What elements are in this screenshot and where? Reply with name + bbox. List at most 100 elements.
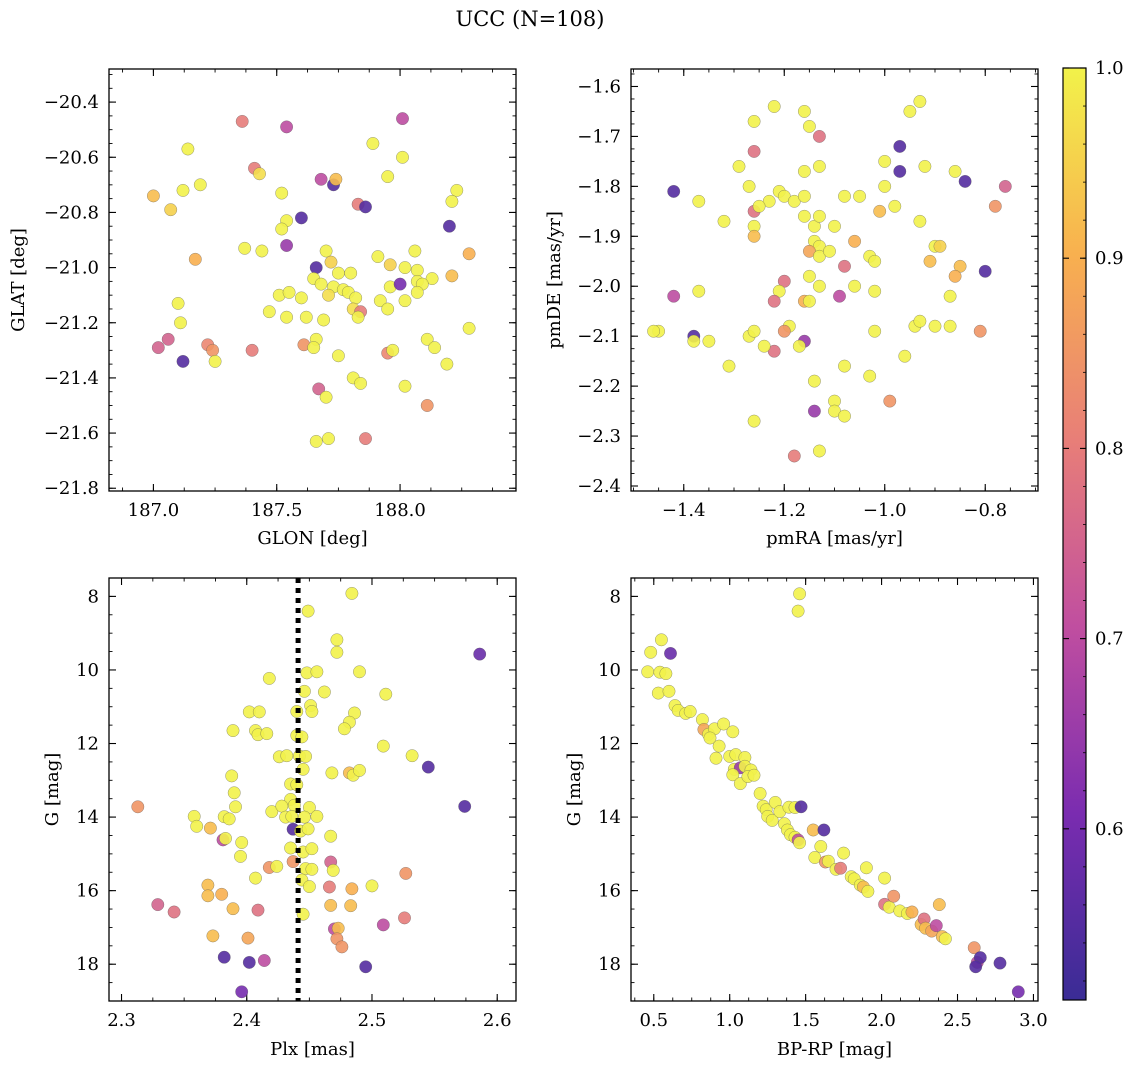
colorbar-tick-label: 0.7 bbox=[1095, 629, 1124, 650]
colorbar-gradient bbox=[1062, 67, 1087, 1001]
data-point bbox=[667, 289, 681, 303]
data-point bbox=[732, 159, 746, 173]
x-tick-label: 187.5 bbox=[251, 500, 303, 521]
data-point bbox=[747, 768, 761, 782]
data-point bbox=[797, 164, 811, 178]
data-point bbox=[938, 932, 952, 946]
y-tick-label: −2.1 bbox=[577, 326, 621, 347]
data-point bbox=[331, 266, 345, 280]
colorbar: 1.0 0.9 0.8 0.7 0.6 bbox=[1062, 58, 1124, 1001]
data-point bbox=[747, 324, 761, 338]
data-point bbox=[765, 813, 779, 827]
data-point bbox=[753, 787, 767, 800]
data-point bbox=[131, 800, 145, 814]
colorbar-tick-label: 0.8 bbox=[1095, 438, 1124, 459]
data-point bbox=[301, 604, 315, 618]
data-point bbox=[903, 104, 917, 118]
data-point bbox=[366, 137, 380, 150]
data-point bbox=[943, 289, 957, 303]
data-point bbox=[933, 239, 947, 253]
data-point bbox=[353, 665, 366, 679]
axis-ticks bbox=[631, 69, 1038, 491]
data-point bbox=[445, 269, 459, 283]
axes-frame bbox=[108, 68, 517, 492]
data-point bbox=[161, 332, 175, 346]
data-point bbox=[659, 667, 673, 681]
data-point bbox=[335, 940, 349, 954]
y-tick-label: 14 bbox=[598, 807, 621, 828]
data-point bbox=[305, 705, 319, 718]
colorbar-tick-label: 1.0 bbox=[1095, 58, 1124, 79]
data-point bbox=[379, 687, 393, 701]
data-point bbox=[280, 120, 294, 134]
data-point bbox=[253, 167, 266, 181]
data-point bbox=[817, 823, 831, 837]
data-point bbox=[226, 724, 240, 738]
data-point bbox=[151, 898, 165, 912]
y-tick-label: −2.0 bbox=[577, 276, 621, 297]
data-point bbox=[838, 409, 851, 423]
scatter-points bbox=[641, 587, 1025, 999]
y-tick-label: −1.7 bbox=[577, 126, 621, 147]
data-point bbox=[802, 119, 816, 133]
data-point bbox=[257, 954, 271, 967]
data-point bbox=[301, 822, 315, 836]
data-point bbox=[838, 189, 851, 203]
data-point bbox=[242, 955, 256, 969]
x-tick-label: −1.2 bbox=[762, 500, 806, 521]
x-tick-label: 2.3 bbox=[107, 1010, 136, 1031]
y-tick-label: 8 bbox=[610, 586, 621, 607]
data-point bbox=[458, 799, 472, 813]
data-point bbox=[878, 179, 892, 193]
x-tick-label: 188.0 bbox=[374, 500, 426, 521]
y-tick-label: 14 bbox=[76, 807, 99, 828]
y-tick-label: −21.4 bbox=[44, 368, 99, 389]
data-point bbox=[396, 150, 409, 164]
data-point bbox=[913, 95, 927, 108]
data-point bbox=[420, 399, 434, 412]
data-point bbox=[393, 277, 407, 291]
data-point bbox=[381, 302, 395, 316]
data-point bbox=[203, 821, 217, 835]
data-point bbox=[324, 829, 338, 843]
data-point bbox=[978, 264, 992, 278]
data-point bbox=[747, 114, 761, 128]
data-point bbox=[365, 879, 379, 893]
data-point bbox=[828, 219, 841, 233]
y-tick-label: 16 bbox=[76, 881, 99, 902]
data-point bbox=[146, 189, 160, 203]
data-point bbox=[662, 684, 676, 698]
data-point bbox=[420, 332, 434, 346]
data-point bbox=[473, 647, 487, 661]
data-point bbox=[702, 334, 716, 348]
data-point bbox=[330, 645, 344, 659]
data-point bbox=[151, 341, 165, 355]
x-axis-label: pmRA [mas/yr] bbox=[766, 528, 903, 549]
data-point bbox=[353, 763, 366, 777]
data-point bbox=[324, 898, 338, 912]
data-point bbox=[344, 266, 358, 280]
y-tick-label: 18 bbox=[598, 954, 621, 975]
y-tick-label: 12 bbox=[76, 734, 99, 755]
data-point bbox=[797, 209, 811, 223]
data-point bbox=[993, 956, 1007, 970]
x-tick-label: 1.0 bbox=[715, 1010, 744, 1031]
data-point bbox=[319, 390, 333, 404]
data-point bbox=[868, 324, 882, 338]
data-point bbox=[398, 294, 412, 308]
y-axis-label: pmDE [mas/yr] bbox=[544, 211, 565, 349]
data-point bbox=[309, 434, 323, 448]
data-point bbox=[275, 222, 289, 236]
data-point bbox=[164, 203, 178, 217]
data-point bbox=[888, 199, 902, 213]
data-point bbox=[726, 768, 740, 782]
data-point bbox=[381, 170, 395, 184]
data-point bbox=[206, 929, 220, 943]
data-point bbox=[351, 310, 365, 324]
x-tick-label: 2.4 bbox=[232, 1010, 261, 1031]
data-point bbox=[359, 960, 373, 974]
data-point bbox=[787, 449, 801, 463]
data-point bbox=[280, 749, 294, 763]
data-point bbox=[893, 164, 907, 178]
data-point bbox=[176, 183, 190, 197]
